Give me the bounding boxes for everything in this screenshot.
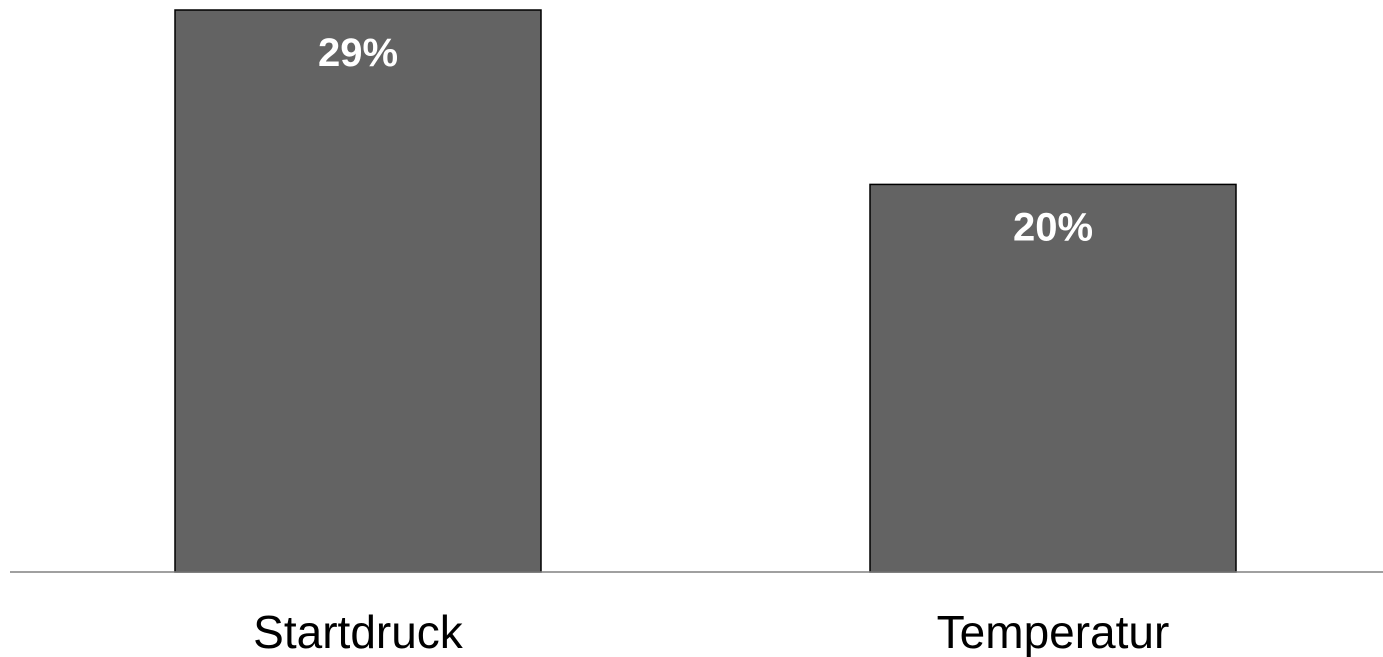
value-labels-group: 29% 20%: [318, 31, 1093, 249]
bar-temperatur: [869, 183, 1237, 573]
x-tick-label-startdruck: Startdruck: [253, 606, 464, 657]
x-tick-labels-group: Startdruck Temperatur: [253, 606, 1169, 657]
bar-startdruck: [174, 9, 542, 573]
data-label-startdruck: 29%: [318, 31, 398, 75]
x-tick-label-temperatur: Temperatur: [937, 606, 1170, 657]
bars-group: [174, 9, 1237, 573]
data-label-temperatur: 20%: [1013, 205, 1093, 249]
